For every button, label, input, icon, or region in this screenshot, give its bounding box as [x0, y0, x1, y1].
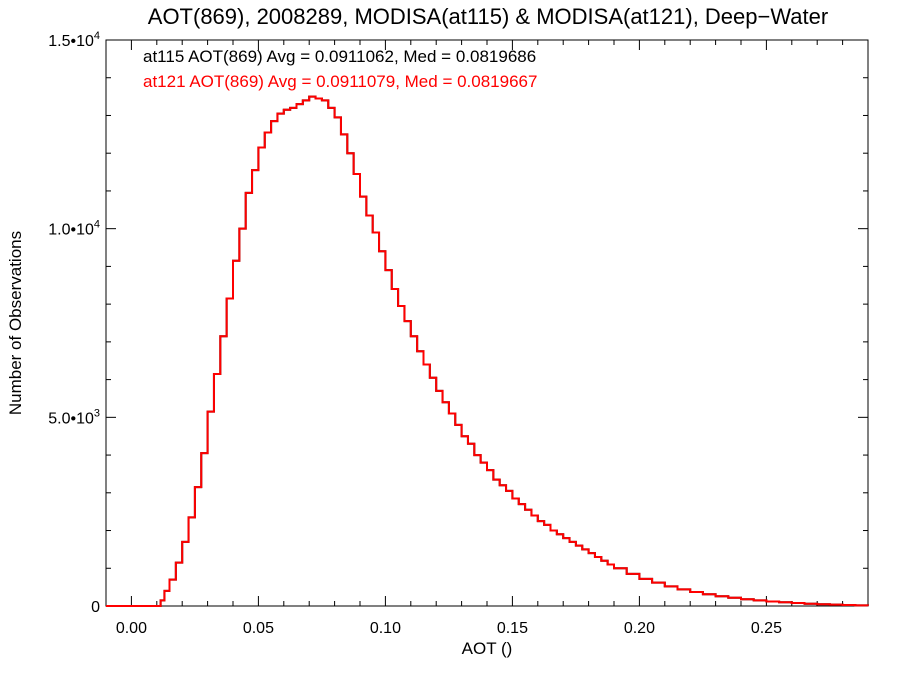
x-tick-label: 0.00	[116, 620, 147, 637]
x-axis-ticks: 0.00 0.05 0.10 0.15 0.20 0.25	[116, 40, 844, 637]
y-tick-label: 0	[91, 599, 100, 616]
y-tick-exponent: 3	[94, 407, 100, 419]
plot-frame	[105, 39, 869, 607]
stat-annotation: at115 AOT(869) Avg = 0.0911062, Med = 0.…	[143, 47, 536, 66]
x-tick-label: 0.20	[624, 620, 655, 637]
y-tick-mantissa: 1.5•10	[48, 33, 94, 50]
series-at121-line	[106, 95, 869, 607]
x-tick-label: 0.15	[497, 620, 528, 637]
x-tick-label: 0.10	[370, 620, 401, 637]
y-tick-exponent: 4	[94, 30, 100, 42]
y-tick-mantissa: 0	[91, 599, 100, 616]
y-tick-exponent: 4	[94, 219, 100, 231]
series-group	[106, 95, 869, 607]
chart-title: AOT(869), 2008289, MODISA(at115) & MODIS…	[148, 4, 828, 29]
x-axis-title: AOT ()	[462, 639, 513, 658]
y-tick-label: 1.0•104	[48, 219, 100, 239]
y-tick-mantissa: 1.0•10	[48, 222, 94, 239]
y-tick-label: 1.5•104	[48, 30, 100, 50]
stat-annotation: at121 AOT(869) Avg = 0.0911079, Med = 0.…	[143, 72, 537, 91]
y-tick-label: 5.0•103	[48, 407, 100, 427]
y-tick-mantissa: 5.0•10	[48, 410, 94, 427]
x-tick-label: 0.05	[243, 620, 274, 637]
x-tick-label: 0.25	[751, 620, 782, 637]
stats-annotations: at115 AOT(869) Avg = 0.0911062, Med = 0.…	[143, 47, 537, 91]
y-axis-title: Number of Observations	[6, 231, 25, 415]
